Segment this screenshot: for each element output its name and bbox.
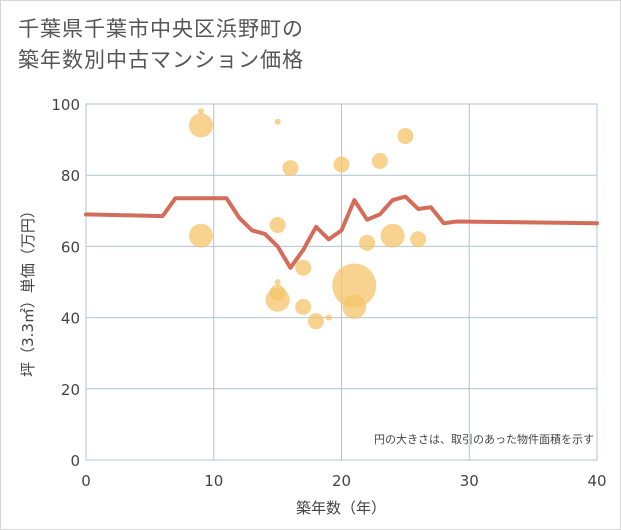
- y-tick-label: 80: [61, 167, 80, 185]
- bubble-point: [265, 287, 290, 312]
- x-tick-label: 30: [460, 472, 479, 490]
- bubble-point: [325, 314, 332, 321]
- bubble-point: [333, 156, 350, 173]
- title-line-2: 築年数別中古マンション価格: [18, 48, 304, 72]
- size-note: 円の大きさは、取引のあった物件面積を示す: [374, 432, 594, 446]
- bubble-point: [342, 294, 367, 319]
- y-tick-label: 20: [61, 381, 80, 399]
- bubble-point: [188, 223, 213, 248]
- chart-title: 千葉県千葉市中央区浜野町の 築年数別中古マンション価格: [18, 14, 304, 76]
- y-tick-label: 60: [61, 238, 80, 256]
- y-tick-label: 100: [51, 96, 80, 114]
- bubble-point: [188, 113, 213, 138]
- gridlines: [85, 103, 598, 461]
- bubble-point: [307, 313, 324, 330]
- x-tick-label: 0: [81, 472, 91, 490]
- x-axis-title: 築年数（年）: [296, 499, 386, 517]
- bubble-point: [295, 298, 312, 315]
- average-price-line: [84, 194, 599, 270]
- bubble-point: [295, 259, 312, 276]
- x-tick-label: 10: [204, 472, 223, 490]
- tick-labels: 0 20 40 60 80 100 0 10 20 30 40: [51, 96, 606, 490]
- bubble-point: [269, 217, 286, 234]
- bubble-point: [274, 279, 281, 285]
- y-tick-label: 40: [61, 310, 80, 328]
- bubble-point: [282, 160, 299, 177]
- average-line-series: [84, 194, 599, 270]
- bubble-point: [371, 152, 388, 169]
- y-axis-title: 坪（3.3㎡）単価（万円）: [19, 203, 37, 377]
- bubble-point: [359, 234, 376, 251]
- bubble-point: [380, 223, 405, 248]
- bubble-point: [274, 118, 281, 125]
- bubble-point: [197, 108, 204, 115]
- bubble-point: [332, 263, 377, 308]
- y-tick-label: 0: [70, 452, 80, 470]
- x-tick-label: 40: [587, 472, 606, 490]
- title-line-1: 千葉県千葉市中央区浜野町の: [18, 17, 304, 41]
- x-tick-label: 20: [332, 472, 351, 490]
- bubble-series: [188, 108, 427, 330]
- bubble-point: [397, 128, 414, 145]
- bubble-point: [410, 231, 427, 248]
